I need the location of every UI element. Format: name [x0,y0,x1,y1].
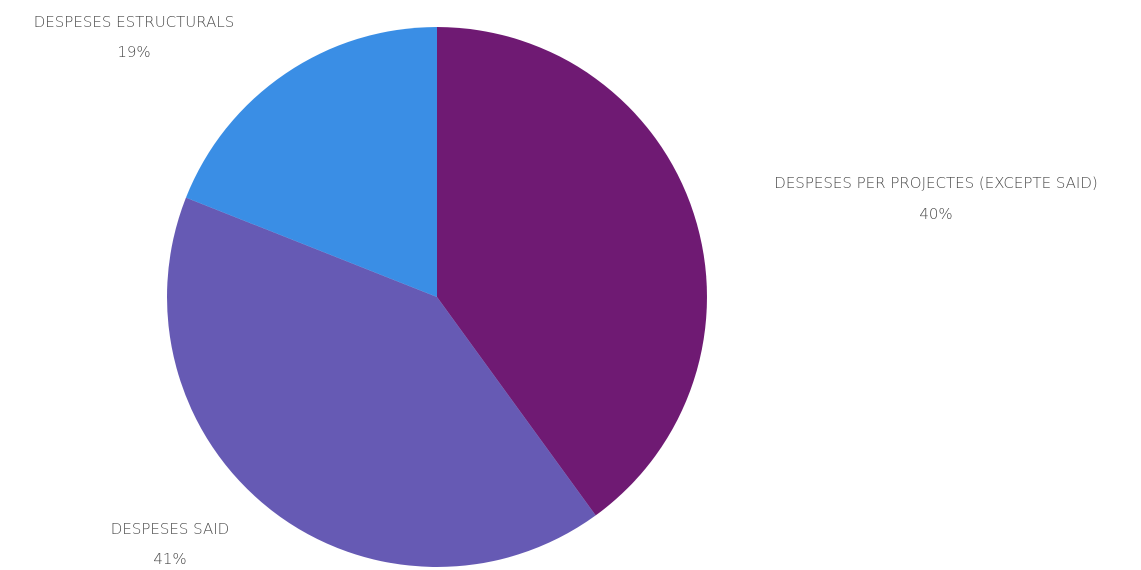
pie-slices [167,27,707,567]
slice-label-2: DESPESES SAID [111,520,229,538]
slice-label-1: DESPESES PER PROJECTES (EXCEPTE SAID) [774,174,1097,192]
slice-value-1: 40% [919,205,952,223]
slice-value-2: 41% [153,550,186,568]
slice-value-3: 19% [117,43,150,61]
pie-data-labels: DESPESES PER PROJECTES (EXCEPTE SAID) 40%… [34,13,1098,568]
pie-slice-1 [437,27,707,516]
pie-slice-3 [185,27,437,297]
pie-slice-2 [167,197,596,567]
slice-label-3: DESPESES ESTRUCTURALS [34,13,235,31]
